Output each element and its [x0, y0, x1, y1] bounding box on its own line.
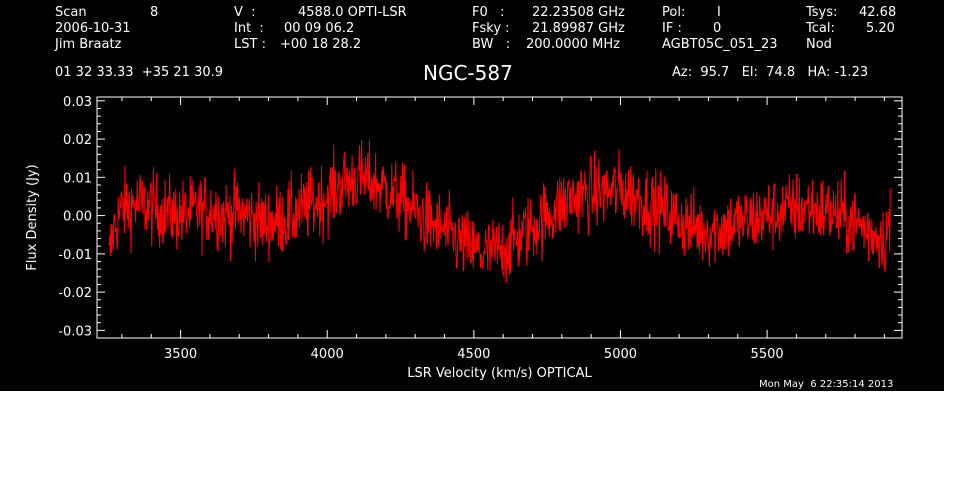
x-tick-label: 5500 — [751, 347, 784, 362]
y-tick-label: -0.01 — [58, 248, 92, 263]
velocity-value: 4588.0 OPTI-LSR — [298, 5, 407, 20]
plot-panel: Scan 8 2006-10-31 Jim Braatz V : 4588.0 … — [0, 0, 944, 391]
lst-value: +00 18 28.2 — [280, 37, 362, 52]
y-tick-label: 0.01 — [63, 171, 92, 186]
bandwidth-label: BW : — [472, 37, 511, 52]
spectrum-trace — [108, 139, 891, 284]
y-tick-label: 0.00 — [63, 210, 92, 225]
tcal-value: 5.20 — [866, 21, 895, 36]
y-axis-label: Flux Density (Jy) — [25, 164, 40, 270]
spectrum-trace-layer — [108, 139, 891, 284]
scan-label: Scan — [55, 5, 87, 20]
fsky-value: 21.89987 GHz — [532, 21, 625, 36]
y-tick-label: -0.02 — [58, 286, 92, 301]
obs-date: 2006-10-31 — [55, 21, 131, 36]
f0-label: F0 : — [472, 5, 505, 20]
lst-label: LST : — [234, 37, 266, 52]
int-time-label: Int : — [234, 21, 264, 36]
tcal-label: Tcal: — [806, 21, 835, 36]
x-tick-label: 3500 — [164, 347, 197, 362]
tsys-value: 42.68 — [859, 5, 897, 20]
velocity-label: V : — [234, 5, 256, 20]
bandwidth-value: 200.0000 MHz — [526, 37, 620, 52]
pol-label: Pol: — [662, 5, 686, 20]
pointing-info: Az: 95.7 El: 74.8 HA: -1.23 — [672, 65, 869, 80]
project-id: AGBT05C_051_23 — [662, 37, 778, 52]
y-tick-label: 0.03 — [63, 95, 92, 110]
plot-frame — [96, 96, 903, 339]
scan-value: 8 — [150, 5, 159, 20]
if-value: 0 — [713, 21, 722, 36]
plot-timestamp: Mon May 6 22:35:14 2013 — [759, 379, 894, 390]
pol-value: I — [717, 5, 721, 20]
x-tick-label: 4500 — [457, 347, 490, 362]
fsky-label: Fsky : — [472, 21, 510, 36]
int-time-value: 00 09 06.2 — [284, 21, 355, 36]
observer-name: Jim Braatz — [55, 37, 122, 52]
spectrum-chart: 3500 4000 4500 5000 5500 -0.03 -0.02 -0.01 0.00 0… — [25, 95, 903, 381]
y-tick-label: -0.03 — [58, 324, 92, 339]
if-label: IF : — [662, 21, 682, 36]
y-tick-label: 0.02 — [63, 133, 92, 148]
tick-layer: 3500 4000 4500 5000 5500 -0.03 -0.02 -0.01 0.00 0… — [58, 95, 902, 362]
tsys-label: Tsys: — [806, 5, 838, 20]
obs-mode: Nod — [806, 37, 832, 52]
x-tick-label: 5000 — [604, 347, 637, 362]
f0-value: 22.23508 GHz — [532, 5, 625, 20]
x-tick-label: 4000 — [311, 347, 344, 362]
source-coordinates: 01 32 33.33 +35 21 30.9 — [55, 65, 224, 80]
object-name: NGC-587 — [423, 61, 513, 85]
x-axis-label: LSR Velocity (km/s) OPTICAL — [407, 366, 592, 381]
